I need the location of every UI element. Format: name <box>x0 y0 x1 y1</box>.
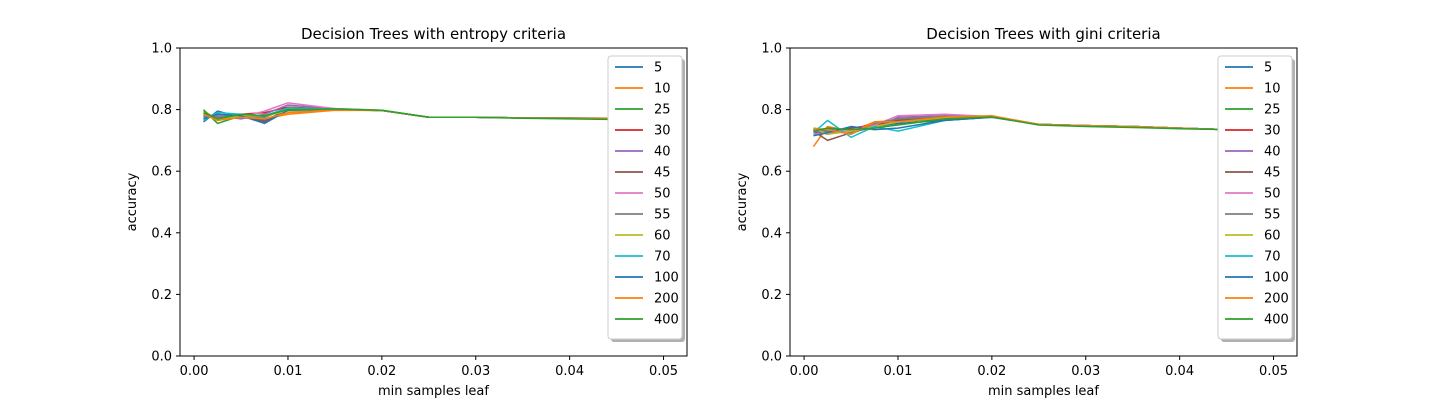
legend-box <box>1217 55 1293 340</box>
legend-label: 10 <box>654 82 671 97</box>
legend-label: 45 <box>654 166 671 181</box>
legend-label: 40 <box>1264 145 1281 160</box>
legend: 5 10 25 30 40 45 50 55 60 70 100 200 400 <box>1217 55 1295 342</box>
legend-label: 100 <box>654 271 679 286</box>
plot-frame <box>789 47 1298 357</box>
legend-label: 100 <box>1264 271 1289 286</box>
legend-box <box>607 55 683 340</box>
legend-label: 200 <box>654 292 679 307</box>
x-axis-label: min samples leaf <box>378 384 489 399</box>
y-axis-label: accuracy <box>125 172 140 231</box>
legend-label: 70 <box>654 250 671 265</box>
y-axis-label: accuracy <box>735 172 750 231</box>
legend-label: 50 <box>1264 187 1281 202</box>
legend-label: 200 <box>1264 292 1289 307</box>
legend-label: 400 <box>654 313 679 328</box>
chart-2: Decision Trees with gini criteria 0.00 0.0… <box>735 25 1298 399</box>
legend-label: 50 <box>654 187 671 202</box>
y-tick-label: 1.0 <box>761 42 782 57</box>
legend-label: 55 <box>654 208 671 223</box>
y-tick-label: 0.0 <box>151 350 172 365</box>
legend-label: 70 <box>1264 250 1281 265</box>
legend-label: 40 <box>654 145 671 160</box>
legend-label: 10 <box>1264 82 1281 97</box>
legend-label: 25 <box>1264 103 1281 118</box>
x-tick-label: 0.03 <box>1071 364 1100 379</box>
legend-label: 45 <box>1264 166 1281 181</box>
y-tick-label: 1.0 <box>151 42 172 57</box>
series-line-400 <box>813 116 1274 132</box>
legend-label: 400 <box>1264 313 1289 328</box>
y-tick-label: 0.8 <box>761 103 782 118</box>
y-tick-label: 0.6 <box>151 165 172 180</box>
legend-label: 5 <box>654 61 662 76</box>
chart-title: Decision Trees with gini criteria <box>926 25 1160 43</box>
series-line-400 <box>203 108 664 121</box>
chart-title: Decision Trees with entropy criteria <box>301 25 566 43</box>
plot-frame <box>179 47 688 357</box>
legend-label: 60 <box>654 229 671 244</box>
chart-1: Decision Trees with entropy criteria0.00… <box>125 25 688 399</box>
y-tick-label: 0.8 <box>151 103 172 118</box>
y-tick-label: 0.2 <box>761 288 782 303</box>
legend-label: 25 <box>654 103 671 118</box>
x-tick-label: 0.03 <box>461 364 490 379</box>
x-tick-label: 0.01 <box>273 364 302 379</box>
y-tick-label: 0.0 <box>761 350 782 365</box>
x-tick-label: 0.01 <box>883 364 912 379</box>
x-tick-label: 0.04 <box>555 364 584 379</box>
y-tick-label: 0.2 <box>151 288 172 303</box>
x-axis-label: min samples leaf <box>988 384 1099 399</box>
x-tick-label: 0.05 <box>1259 364 1288 379</box>
y-tick-label: 0.6 <box>761 165 782 180</box>
x-tick-label: 0.02 <box>977 364 1006 379</box>
legend-label: 60 <box>1264 229 1281 244</box>
x-tick-label: 0.04 <box>1165 364 1194 379</box>
x-tick-label: 0.00 <box>180 364 209 379</box>
legend-label: 30 <box>654 124 671 139</box>
legend-label: 55 <box>1264 208 1281 223</box>
legend-label: 30 <box>1264 124 1281 139</box>
y-tick-label: 0.4 <box>151 226 172 241</box>
x-tick-label: 0.02 <box>367 364 396 379</box>
series-line-10 <box>812 115 1274 147</box>
legend: 5 10 25 30 40 45 50 55 60 70 100 200 400 <box>607 55 685 342</box>
x-tick-label: 0.00 <box>790 364 819 379</box>
y-tick-label: 0.4 <box>761 226 782 241</box>
x-tick-label: 0.05 <box>649 364 678 379</box>
legend-label: 5 <box>1264 61 1272 76</box>
